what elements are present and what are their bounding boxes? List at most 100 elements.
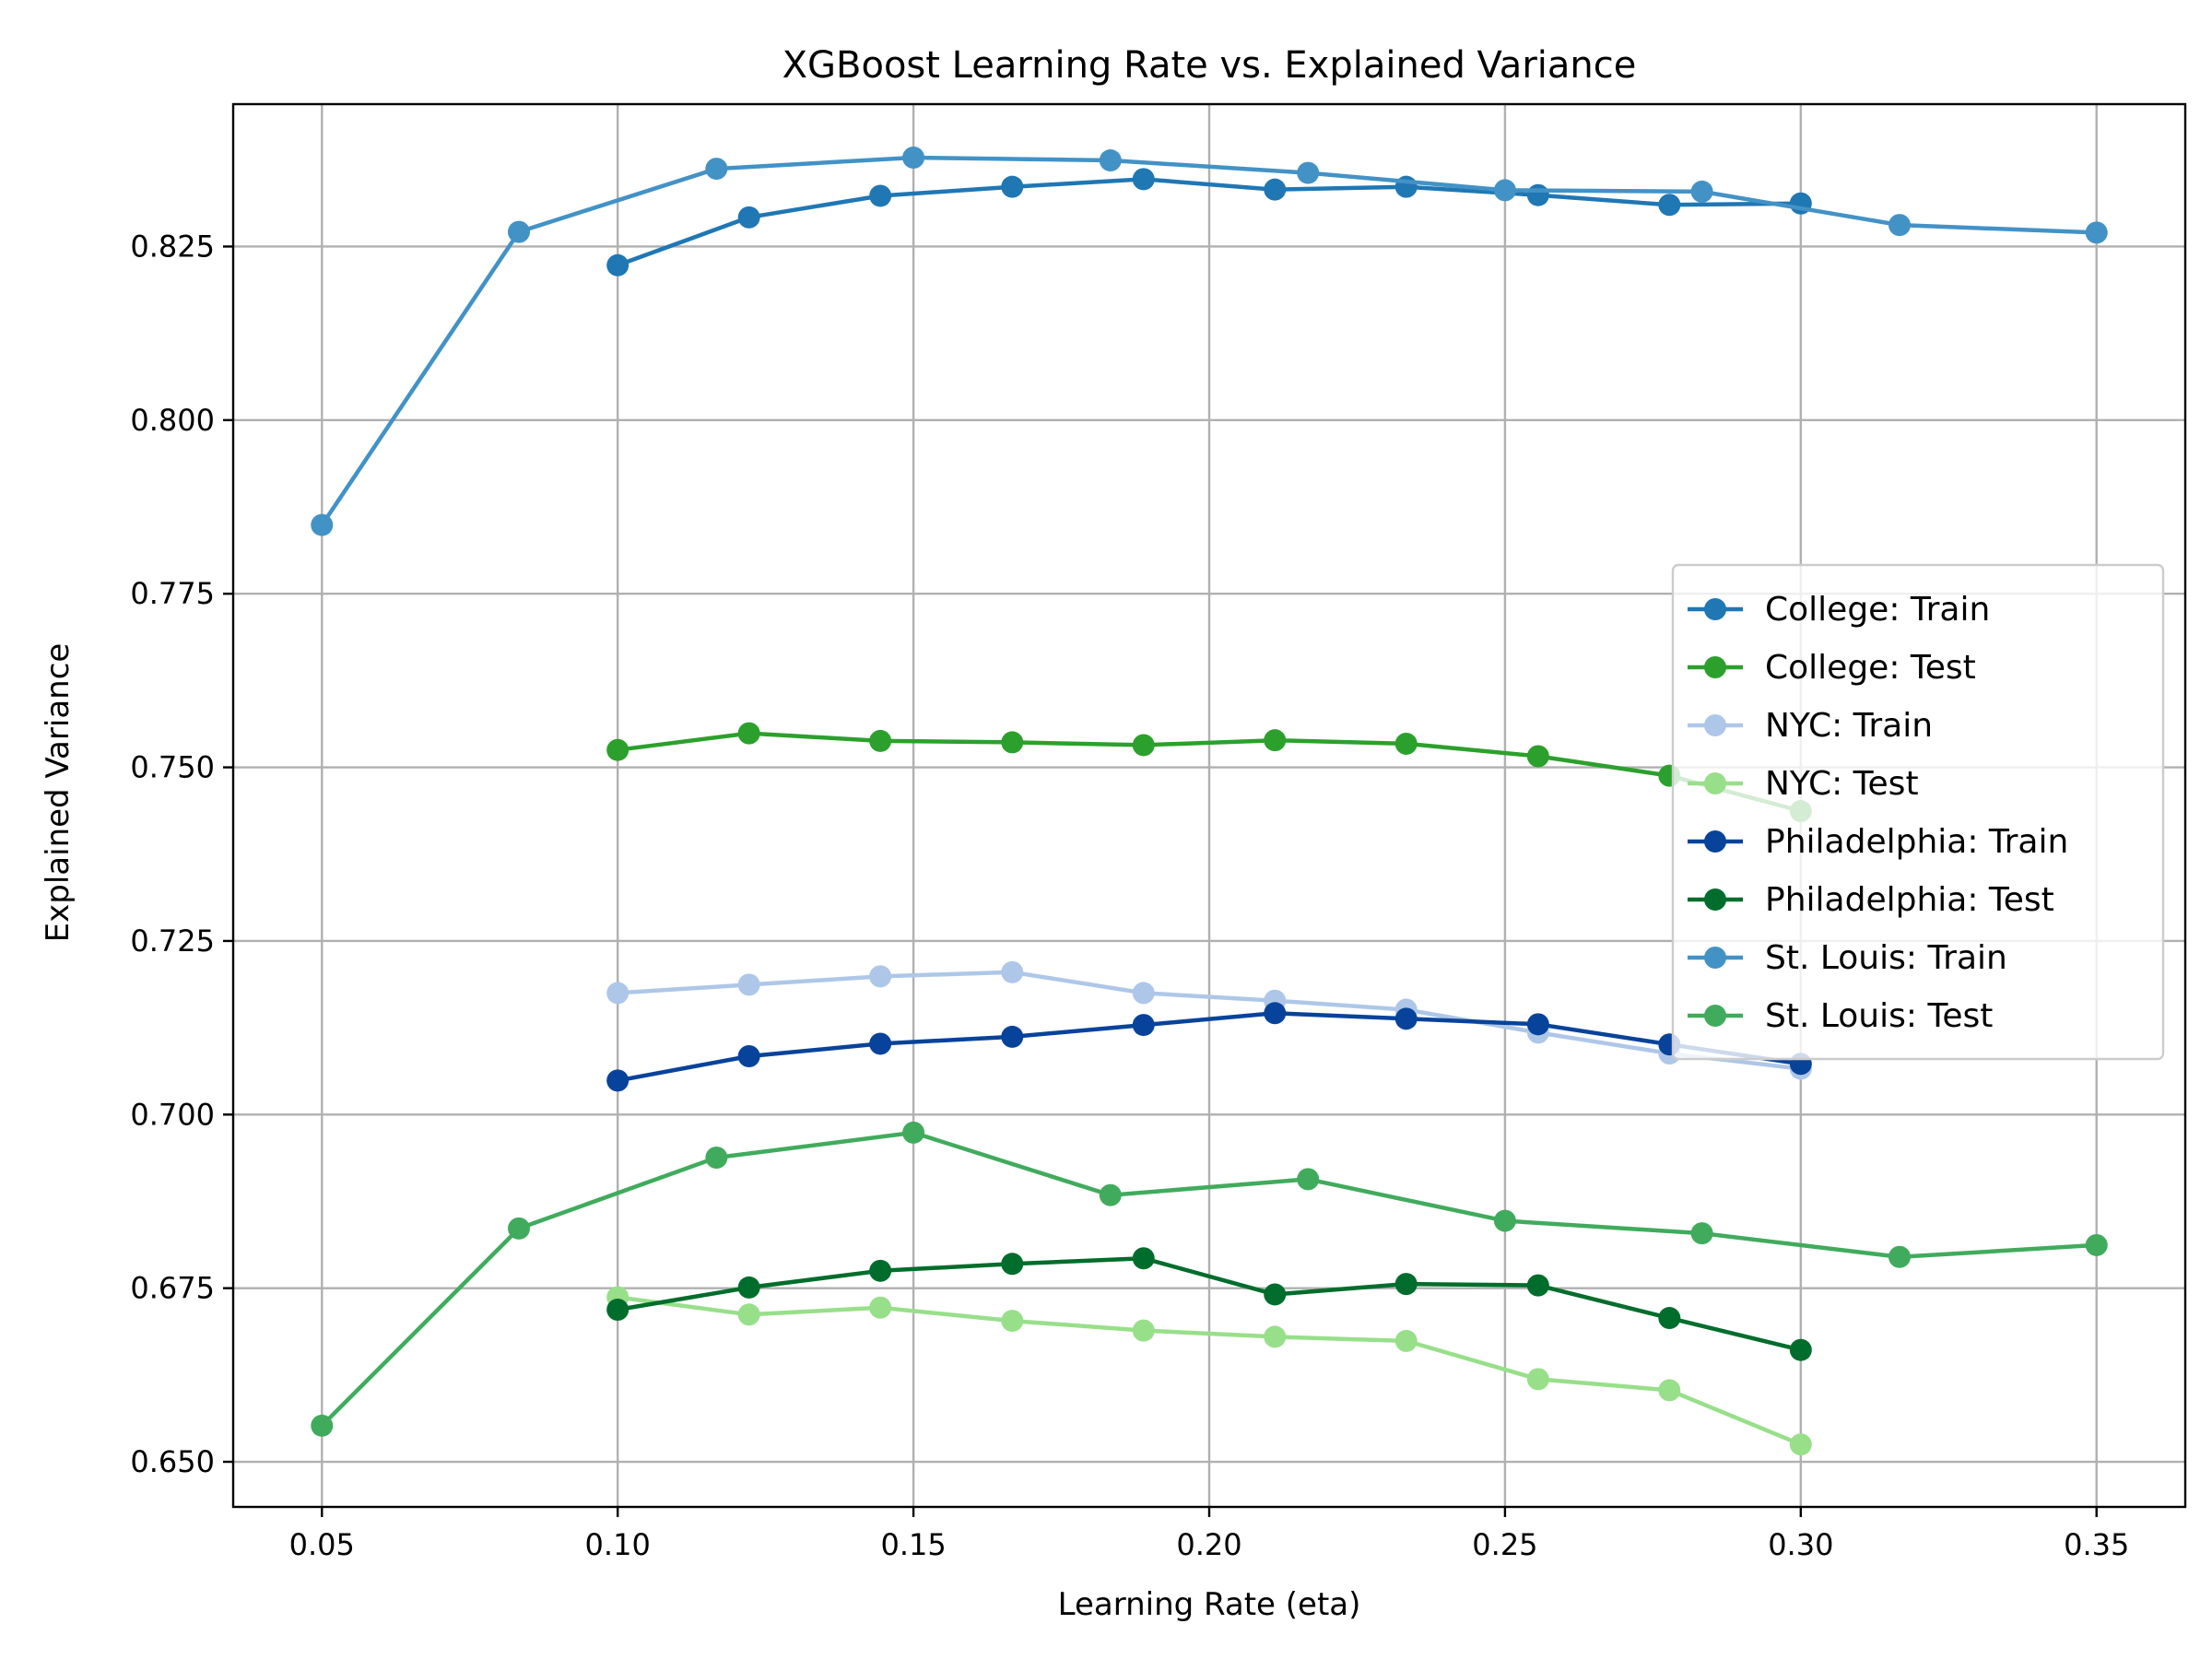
data-point <box>1001 175 1024 198</box>
data-point <box>1132 734 1155 757</box>
data-point <box>869 1259 892 1282</box>
data-point <box>869 184 892 207</box>
y-tick-label: 0.675 <box>130 1271 215 1306</box>
data-point <box>737 1045 760 1068</box>
y-tick-label: 0.650 <box>130 1444 215 1479</box>
legend-swatch-marker <box>1704 888 1726 911</box>
data-point <box>1001 1310 1024 1333</box>
series-line <box>618 970 1802 1071</box>
data-point <box>1526 1274 1549 1297</box>
series-line <box>320 1130 2097 1428</box>
legend-item: NYC: Test <box>1688 765 1919 803</box>
legend-item: St. Louis: Train <box>1688 939 2007 977</box>
data-point <box>1394 1007 1418 1030</box>
data-point <box>1264 1283 1287 1306</box>
chart-title: XGBoost Learning Rate vs. Explained Vari… <box>782 44 1637 87</box>
x-tick-label: 0.35 <box>2064 1527 2129 1562</box>
data-point <box>606 738 629 761</box>
y-tick-label: 0.750 <box>130 750 215 785</box>
y-axis-label: Explained Variance <box>40 643 76 943</box>
legend-label: St. Louis: Test <box>1765 997 1993 1035</box>
data-point <box>1658 194 1681 217</box>
series-1 <box>606 722 1812 823</box>
data-point <box>1099 1183 1122 1206</box>
y-tick-label: 0.825 <box>130 229 215 264</box>
x-tick-label: 0.20 <box>1176 1527 1241 1562</box>
data-point <box>1493 1209 1516 1232</box>
legend-item: Philadelphia: Train <box>1688 823 2068 861</box>
data-point <box>1001 960 1024 983</box>
data-point <box>1297 1168 1320 1191</box>
data-point <box>1526 1368 1549 1391</box>
data-point <box>869 1032 892 1055</box>
data-point <box>869 729 892 752</box>
data-point <box>1264 1002 1287 1025</box>
legend-box <box>1671 563 2165 1061</box>
series-5 <box>606 1247 1812 1361</box>
legend-item: College: Test <box>1688 649 1976 687</box>
legend-item: NYC: Train <box>1688 707 1933 745</box>
data-point <box>1394 1329 1418 1352</box>
data-point <box>1658 1307 1681 1330</box>
data-point <box>1526 1013 1549 1036</box>
data-point <box>311 1414 334 1437</box>
data-point <box>705 1147 728 1170</box>
data-point <box>1132 982 1155 1005</box>
data-point <box>1001 731 1024 754</box>
data-point <box>1297 161 1320 184</box>
legend-swatch-marker <box>1704 598 1726 620</box>
data-point <box>737 1276 760 1299</box>
y-tick-label: 0.725 <box>130 924 215 959</box>
data-point <box>1099 149 1122 172</box>
series-7 <box>311 1121 2108 1437</box>
data-point <box>1526 745 1549 768</box>
y-tick-label: 0.700 <box>130 1097 215 1132</box>
series-line <box>617 1011 1802 1083</box>
data-point <box>737 1303 760 1326</box>
data-point <box>869 1296 892 1319</box>
data-point <box>1132 1247 1155 1270</box>
x-tick-label: 0.25 <box>1472 1527 1537 1562</box>
legend-swatch-marker <box>1704 772 1726 794</box>
series-0 <box>606 168 1812 276</box>
data-point <box>1132 1319 1155 1342</box>
data-point <box>606 982 629 1005</box>
data-point <box>1394 732 1418 755</box>
data-point <box>1264 178 1287 201</box>
data-point <box>1690 1222 1713 1245</box>
legend-label: Philadelphia: Test <box>1765 881 2054 919</box>
data-point <box>606 253 629 276</box>
x-tick-label: 0.05 <box>289 1527 355 1562</box>
data-point <box>606 1069 629 1092</box>
x-axis-label: Learning Rate (eta) <box>1058 1586 1361 1623</box>
legend-swatch-marker <box>1704 656 1726 678</box>
legend-label: Philadelphia: Train <box>1765 823 2068 861</box>
series-line <box>617 1295 1802 1447</box>
data-point <box>902 1121 925 1144</box>
y-tick-label: 0.775 <box>130 576 215 611</box>
data-point <box>1394 1273 1418 1296</box>
data-point <box>1132 1014 1155 1037</box>
legend-label: NYC: Test <box>1765 765 1919 803</box>
x-tick-label: 0.15 <box>880 1527 946 1562</box>
series-6 <box>311 147 2108 536</box>
legend: College: Train College: Test NYC: Train NYC… <box>1671 563 2165 1061</box>
data-point <box>1001 1253 1024 1276</box>
data-point <box>507 1217 530 1240</box>
data-point <box>737 206 760 229</box>
data-point <box>1658 1379 1681 1402</box>
legend-item: St. Louis: Test <box>1688 997 1993 1035</box>
data-point <box>2085 1233 2108 1256</box>
x-tick-label: 0.30 <box>1768 1527 1833 1562</box>
data-point <box>1132 168 1155 191</box>
series-line <box>617 731 1802 814</box>
series-line <box>617 1256 1802 1352</box>
legend-swatch-marker <box>1704 714 1726 736</box>
series-line <box>617 177 1801 267</box>
data-point <box>1789 1338 1812 1361</box>
series-line <box>320 155 2097 526</box>
x-tick-label: 0.10 <box>585 1527 651 1562</box>
axes-layer: 0.05 0.10 0.15 0.20 0.25 0.30 0.35 0.650 0.675 0.… <box>130 102 2187 1562</box>
